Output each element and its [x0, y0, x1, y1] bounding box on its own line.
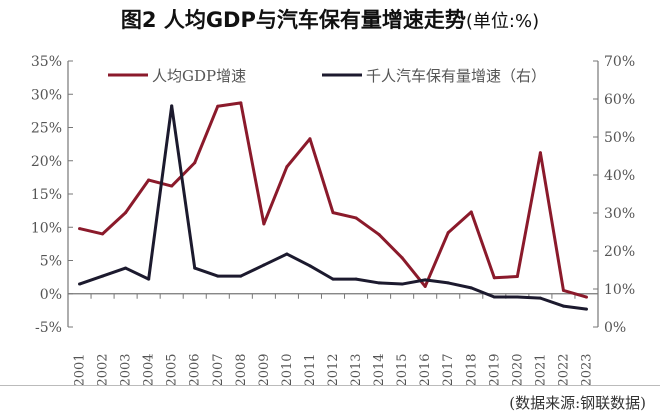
x-tick-label: 2013 [349, 353, 364, 386]
left-tick-label: 0% [40, 287, 62, 303]
right-tick-label: 40% [604, 168, 635, 184]
data-point [193, 161, 197, 165]
data-point [216, 274, 220, 278]
data-point [538, 151, 542, 155]
left-tick-label: 15% [31, 187, 62, 203]
data-point [354, 216, 358, 220]
right-tick-label: 10% [604, 282, 635, 298]
data-point [377, 281, 381, 285]
legend-label-2: 千人汽车保有量增速（右） [366, 67, 546, 85]
x-tick-label: 2011 [303, 353, 318, 386]
x-tick-label: 2017 [441, 353, 456, 386]
x-tick-label: 2022 [556, 353, 571, 386]
right-tick-label: 60% [604, 92, 635, 108]
left-tick-label: 25% [31, 121, 62, 137]
x-tick-label: 2021 [533, 353, 548, 386]
data-point [193, 266, 197, 270]
data-point [124, 266, 128, 270]
data-point [262, 222, 266, 226]
data-point [469, 210, 473, 214]
x-tick-label: 2002 [96, 353, 111, 386]
left-tick-label: 30% [31, 87, 62, 103]
data-point [285, 165, 289, 169]
data-point [78, 227, 82, 231]
data-point [561, 304, 565, 308]
data-point [492, 276, 496, 280]
data-point [216, 104, 220, 108]
data-point [101, 232, 105, 236]
left-tick-label: 10% [31, 220, 62, 236]
data-point [285, 252, 289, 256]
x-tick-label: 2001 [73, 353, 88, 386]
data-point [492, 295, 496, 299]
data-point [423, 284, 427, 288]
data-point [239, 274, 243, 278]
x-tick-label: 2019 [487, 353, 502, 386]
right-tick-label: 50% [604, 130, 635, 146]
x-tick-label: 2010 [280, 353, 295, 386]
left-tick-label: -5% [35, 320, 62, 336]
data-point [469, 286, 473, 290]
x-tick-label: 2018 [464, 353, 479, 386]
data-point [400, 256, 404, 260]
data-point [400, 282, 404, 286]
data-point [538, 296, 542, 300]
data-point [262, 263, 266, 267]
x-tick-label: 2023 [579, 353, 594, 386]
left-tick-label: 20% [31, 154, 62, 170]
right-tick-label: 30% [604, 206, 635, 222]
data-point [515, 274, 519, 278]
data-point [446, 281, 450, 285]
x-tick-label: 2014 [372, 353, 387, 386]
left-tick-label: 5% [40, 254, 62, 270]
chart-title: 图2 人均GDP与汽车保有量增速走势(单位:%) [0, 4, 660, 34]
x-tick-label: 2004 [142, 353, 157, 386]
legend-label-1: 人均GDP增速 [152, 67, 246, 85]
data-point [446, 231, 450, 235]
data-point [331, 277, 335, 281]
right-tick-label: 0% [604, 320, 626, 336]
data-point [101, 274, 105, 278]
x-tick-label: 2012 [326, 353, 341, 386]
data-point [147, 277, 151, 281]
x-tick-label: 2015 [395, 353, 410, 386]
x-tick-label: 2005 [165, 353, 180, 386]
data-point [377, 233, 381, 237]
data-point [584, 295, 588, 299]
x-tick-label: 2020 [510, 353, 525, 386]
data-point [584, 307, 588, 311]
x-tick-label: 2008 [234, 353, 249, 386]
title-unit: (单位:%) [465, 11, 540, 32]
data-point [124, 211, 128, 215]
source-note: (数据来源:钢联数据) [509, 394, 646, 412]
data-point [423, 278, 427, 282]
x-tick-label: 2003 [119, 353, 134, 386]
x-tick-label: 2009 [257, 353, 272, 386]
left-tick-label: 35% [31, 54, 62, 70]
data-point [147, 178, 151, 182]
divider [0, 385, 660, 386]
x-tick-label: 2006 [188, 353, 203, 386]
x-tick-label: 2016 [418, 353, 433, 386]
data-point [331, 211, 335, 215]
data-point [561, 288, 565, 292]
series-line-1 [79, 101, 587, 299]
data-point [170, 104, 174, 108]
data-point [354, 277, 358, 281]
data-point [308, 137, 312, 141]
data-point [239, 101, 243, 105]
data-point [515, 295, 519, 299]
right-tick-label: 20% [604, 244, 635, 260]
title-main: 图2 人均GDP与汽车保有量增速走势 [120, 8, 466, 32]
x-tick-label: 2007 [211, 353, 226, 386]
data-point [308, 264, 312, 268]
right-tick-label: 70% [604, 54, 635, 70]
data-point [78, 282, 82, 286]
data-point [170, 184, 174, 188]
